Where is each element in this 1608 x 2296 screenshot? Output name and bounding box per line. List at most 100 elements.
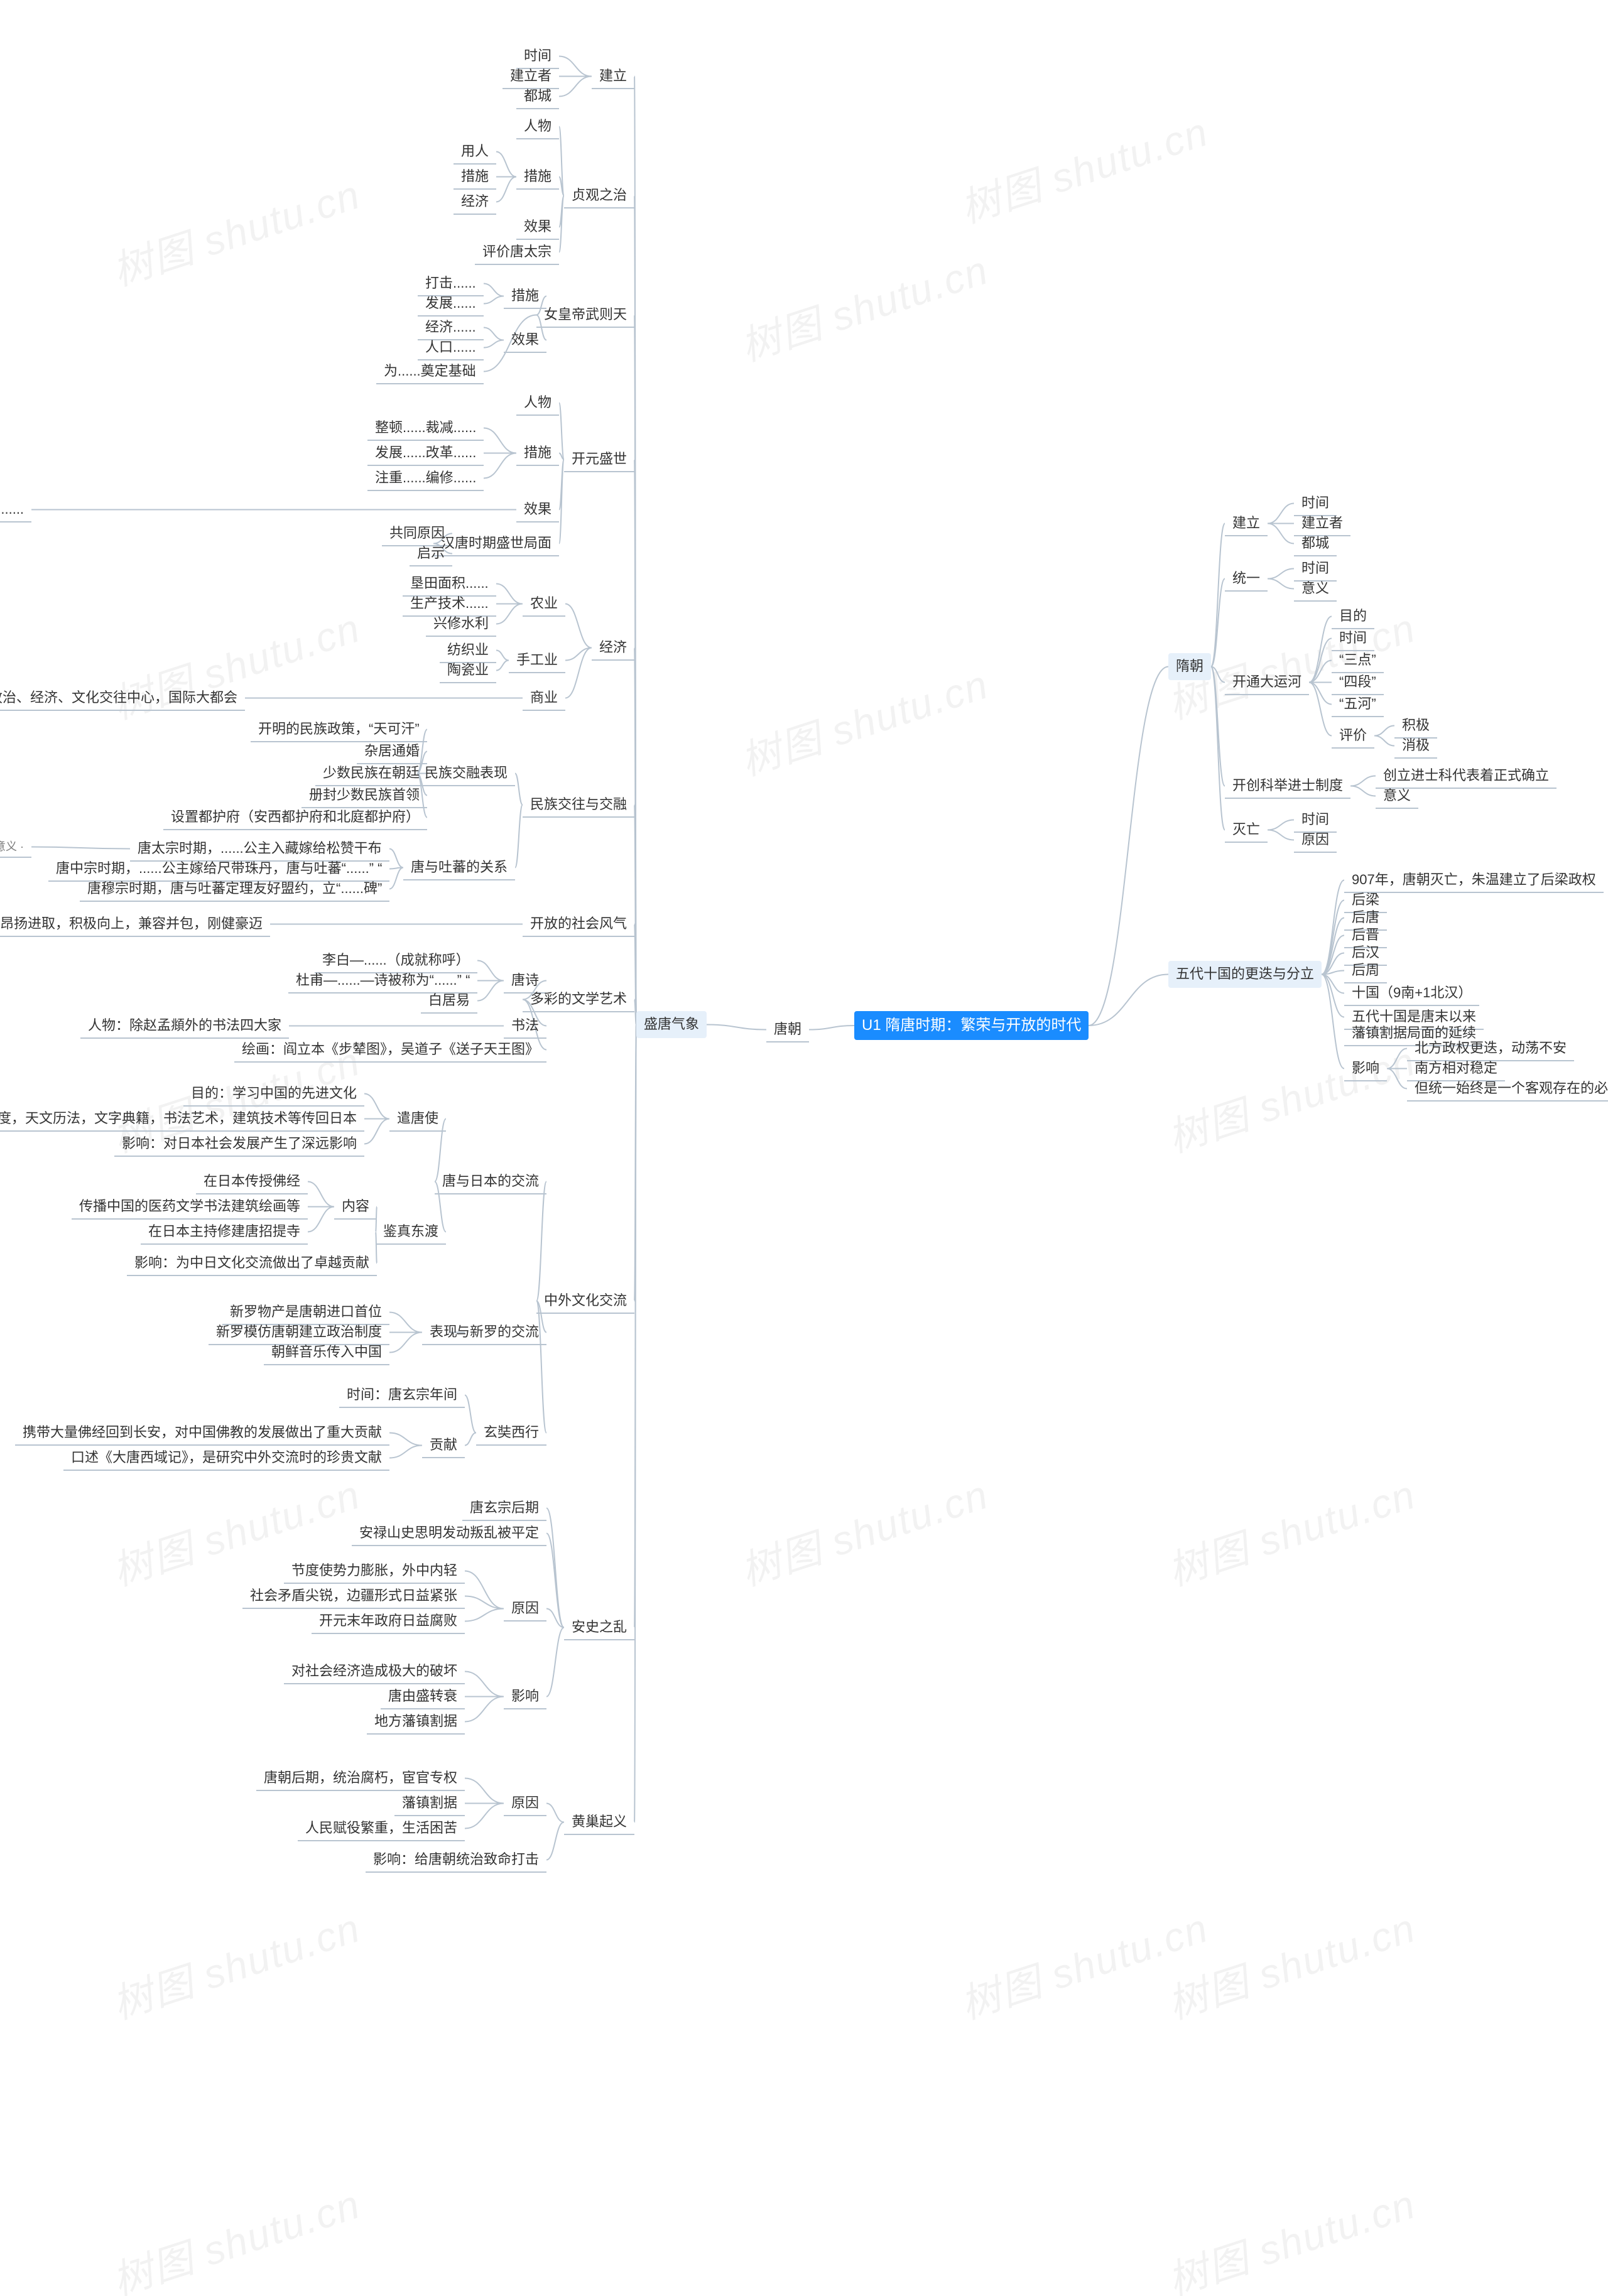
node: 开元盛世 (564, 446, 634, 473)
node: 唐朝 (766, 1016, 809, 1043)
node: 书法 (504, 1012, 546, 1039)
node: 人物 (516, 389, 559, 416)
node: 人口...... (418, 334, 484, 361)
node: 民族交融表现 (417, 760, 515, 787)
node: 携带大量佛经回到长安，对中国佛教的发展做出了重大贡献 (15, 1419, 389, 1446)
node: 唐诗 (504, 967, 546, 994)
node: 效果 (516, 496, 559, 523)
node: 影响：给唐朝统治致命打击 (366, 1846, 546, 1873)
node: 陶瓷业 (440, 657, 496, 684)
node: 表现 (422, 1319, 465, 1346)
node: 都城 (516, 83, 559, 110)
node: 口述《大唐西域记》，是研究中外交流时的珍贵文献 (63, 1444, 389, 1471)
node: 开通大运河 (1225, 669, 1309, 696)
node: 评价 (1332, 722, 1374, 749)
node: 消极 (1394, 732, 1437, 759)
node: 开放，昂扬进取，积极向上，兼容并包，刚健豪迈 (0, 911, 270, 938)
node: 女皇帝武则天 (536, 301, 634, 328)
node: 影响：为中日文化交流做出了卓越贡献 (127, 1250, 377, 1277)
node: 贞观之治 (564, 182, 634, 209)
node: 政治......经济......国库......民众生活......唐朝进入..… (0, 496, 31, 523)
node: 灭亡 (1225, 816, 1268, 843)
node: 黄巢起义 (564, 1809, 634, 1836)
node: 评价唐太宗 (475, 239, 559, 266)
node: 意义 (1376, 782, 1418, 810)
node: 节度使势力膨胀，外中内轻 (284, 1557, 465, 1584)
node: 长安：中国政治、经济、文化交往中心，国际大都会 (0, 685, 245, 712)
node: 效果 (504, 327, 546, 354)
node: 安禄山史思明发动叛乱被平定 (352, 1520, 546, 1547)
node: 建立 (1225, 510, 1268, 537)
node: 用人 (454, 138, 496, 165)
node: 地方藩镇割据 (367, 1708, 465, 1735)
node: 人民赋役繁重，生活困苦 (298, 1815, 465, 1842)
node: 贡献 (422, 1432, 465, 1459)
node: 原因 (504, 1790, 546, 1817)
node: 措施 (516, 440, 559, 467)
node: 商业 (523, 685, 565, 712)
node: 盛唐气象 (636, 1011, 707, 1038)
node: 经济 (592, 634, 634, 661)
node: 兴修水利 (426, 610, 496, 637)
node: 措施 (504, 283, 546, 310)
node: 内容 (334, 1193, 377, 1220)
node: 人物：除赵孟頫外的书法四大家 (80, 1012, 289, 1039)
node: 唐玄宗后期 (462, 1495, 546, 1522)
mindmap-canvas: 树图 shutu.cn树图 shutu.cn树图 shutu.cn树图 shut… (0, 0, 1608, 2296)
node: 十国（9南+1北汉） (1344, 980, 1479, 1007)
node: 影响 (1344, 1055, 1387, 1082)
node: 影响：对日本社会发展产生了深远影响 (114, 1130, 364, 1157)
node: 设置都护府（安西都护府和北庭都护府） (163, 804, 427, 831)
node: 五代十国的更迭与分立 (1168, 961, 1322, 988)
node: 意义 (1294, 575, 1337, 602)
node: 措施 (454, 163, 496, 190)
node: “五河” (1332, 691, 1384, 718)
node: 目的：学习中国的先进文化 (183, 1080, 364, 1107)
node: 对社会经济造成极大的破坏 (284, 1658, 465, 1685)
node: 但统一始终是一个客观存在的必然趋势 (1407, 1075, 1608, 1102)
node: U1 隋唐时期：繁荣与开放的时代 (854, 1011, 1089, 1040)
node: 内容：现金制度，天文历法，文字典籍，书法艺术，建筑技术等传回日本 (0, 1105, 364, 1132)
node: 唐穆宗时期，唐与吐蕃定理友好盟约，立“......碑” (80, 875, 389, 902)
node: 启示 (410, 540, 452, 567)
node: 传播中国的医药文学书法建筑绘画等 (72, 1193, 308, 1220)
node: 开创科举进士制度 (1225, 772, 1350, 799)
node: 开元末年政府日益腐败 (312, 1608, 465, 1635)
node: 经...社...发展，促进......友好发展 · 意义 · (0, 835, 31, 858)
node: 玄奘西行 (476, 1419, 546, 1446)
node: 人物 (516, 113, 559, 140)
node: 效果 (516, 214, 559, 241)
node: 鉴真东渡 (376, 1218, 446, 1245)
node: 在日本主持修建唐招提寺 (141, 1218, 308, 1245)
node: 唐朝后期，统治腐朽，宦官专权 (256, 1765, 465, 1792)
node: 发展...... (418, 290, 484, 317)
node: 影响 (504, 1683, 546, 1710)
node: 措施 (516, 163, 559, 190)
node: 隋朝 (1168, 653, 1211, 680)
node: 白居易 (421, 987, 477, 1014)
node: 民族交往与交融 (523, 791, 634, 818)
node: 手工业 (509, 647, 565, 674)
node: 统一 (1225, 565, 1268, 592)
node: 唐由盛转衰 (381, 1683, 465, 1710)
node: 唐与吐蕃的关系 (403, 854, 515, 881)
node: 朝鲜音乐传入中国 (264, 1339, 389, 1366)
node: 为......奠定基础 (376, 358, 484, 385)
node: 都城 (1294, 530, 1337, 557)
node: 注重......编修...... (367, 465, 484, 492)
node: 原因 (504, 1595, 546, 1622)
node: 整顿......裁减...... (367, 414, 484, 441)
node: 唐与日本的交流 (435, 1168, 546, 1195)
node: 藩镇割据 (394, 1790, 465, 1817)
node: 经济 (454, 188, 496, 215)
node: 建立 (592, 63, 634, 90)
node: 时间：唐玄宗年间 (339, 1382, 465, 1409)
node: 发展......改革...... (367, 440, 484, 467)
node: 农业 (523, 590, 565, 617)
node: 在日本传授佛经 (196, 1168, 308, 1195)
node: 绘画：阎立本《步辇图》，吴道子《送子天王图》 (234, 1036, 546, 1063)
node: 原因 (1294, 826, 1337, 853)
node: 开放的社会风气 (523, 911, 634, 938)
node: 社会矛盾尖锐，边疆形式日益紧张 (242, 1583, 465, 1610)
node: 安史之乱 (564, 1614, 634, 1641)
